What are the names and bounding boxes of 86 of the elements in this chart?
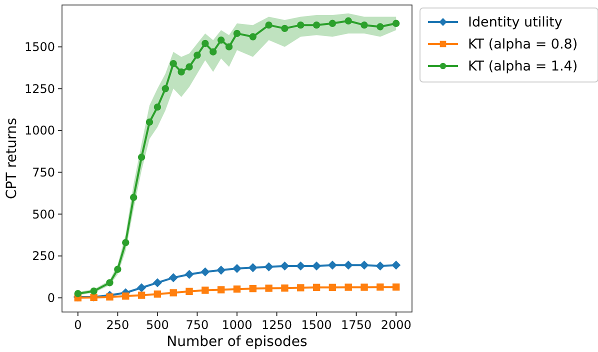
x-tick-label: 500 [146, 318, 169, 332]
point [376, 23, 384, 30]
x-axis-title: Number of episodes [166, 334, 308, 350]
point [225, 43, 233, 50]
point [138, 154, 146, 161]
point [265, 21, 272, 29]
y-tick-label: 1000 [24, 124, 55, 138]
point [202, 286, 209, 294]
point [130, 194, 138, 201]
point [122, 292, 130, 300]
point [344, 17, 352, 24]
point [297, 284, 304, 292]
point [90, 287, 98, 295]
x-tick-label: 1750 [341, 318, 372, 332]
y-tick-label: 1250 [24, 82, 55, 96]
point [106, 293, 114, 301]
point [233, 30, 241, 38]
point [376, 261, 385, 271]
point [344, 260, 353, 270]
point [168, 273, 178, 282]
point [376, 283, 384, 291]
y-tick-label: 500 [32, 207, 55, 222]
x-tick-label: 1000 [222, 318, 252, 332]
point [312, 284, 320, 292]
x-tick-label: 2000 [380, 318, 412, 332]
point [392, 260, 401, 270]
point [312, 21, 320, 29]
point [280, 261, 290, 271]
point [328, 20, 336, 28]
point [264, 262, 274, 272]
y-tick-label: 750 [32, 166, 55, 180]
legend-label: Identity utility [468, 14, 562, 31]
point [200, 267, 210, 276]
point [152, 278, 162, 288]
point [106, 279, 114, 286]
point [162, 85, 170, 92]
point [265, 284, 272, 292]
point [296, 261, 306, 271]
point [233, 285, 241, 293]
legend-label: KT (alpha = 1.4) [468, 58, 578, 75]
point [186, 288, 193, 296]
point [170, 289, 177, 296]
point [248, 263, 258, 272]
point [281, 284, 288, 292]
point [217, 36, 225, 44]
y-tick-label: 1500 [24, 40, 55, 54]
y-tick-label: 250 [32, 249, 55, 264]
point [249, 33, 257, 40]
point [74, 290, 82, 298]
y-tick-label: 0 [47, 290, 55, 305]
point [281, 24, 288, 32]
point [297, 21, 304, 29]
point [328, 284, 336, 292]
x-tick-label: 250 [106, 318, 130, 332]
point [122, 238, 130, 246]
point [360, 284, 368, 291]
point [154, 103, 162, 111]
point [392, 283, 400, 291]
point [202, 40, 209, 48]
point [328, 260, 337, 270]
point [194, 52, 201, 59]
point [216, 266, 226, 275]
point [360, 260, 369, 270]
y-axis-title: CPT returns [4, 118, 20, 200]
point [138, 292, 146, 299]
point [137, 283, 146, 292]
x-tick-label: 1250 [262, 318, 292, 332]
point [178, 68, 185, 76]
point [392, 20, 400, 28]
point [146, 118, 154, 126]
x-tick-label: 750 [186, 318, 209, 332]
x-tick-label: 0 [74, 318, 82, 332]
point [344, 284, 352, 291]
point [249, 284, 257, 292]
legend-label: KT (alpha = 0.8) [468, 36, 578, 53]
point [217, 286, 225, 294]
point [114, 266, 122, 273]
point [232, 264, 242, 274]
point [184, 270, 194, 279]
point [154, 290, 162, 298]
point [210, 48, 217, 56]
point [312, 261, 322, 271]
point [186, 63, 193, 70]
point [360, 21, 368, 29]
x-tick-label: 1500 [301, 318, 332, 332]
point [170, 60, 177, 68]
